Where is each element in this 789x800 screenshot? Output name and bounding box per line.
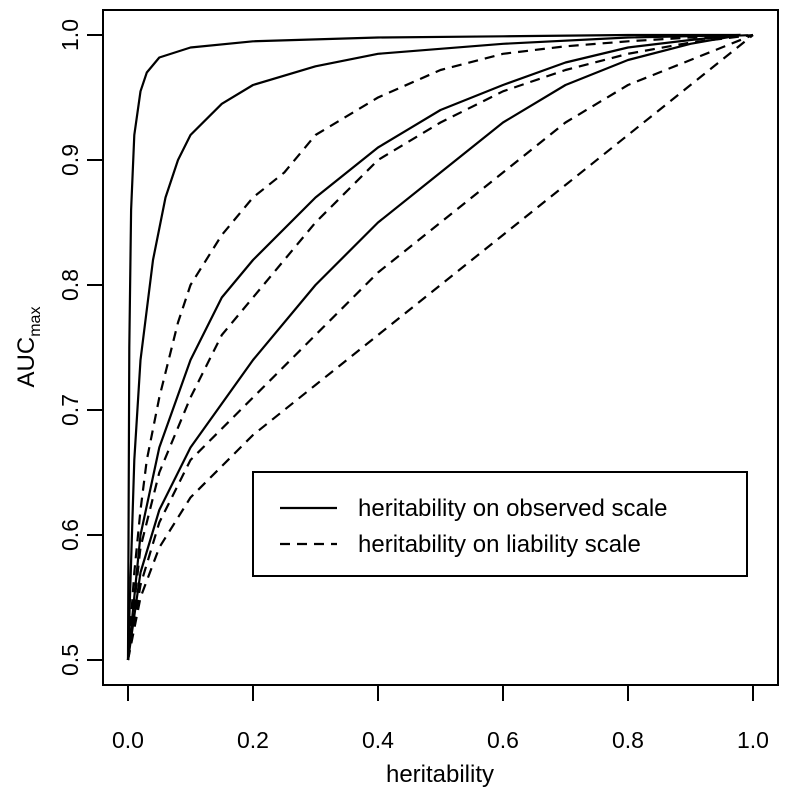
liability-curve-6 — [126, 33, 754, 661]
y-tick-label-2: 0.7 — [57, 394, 83, 426]
y-axis-title-main: AUC — [13, 337, 40, 388]
liability-curve-4 — [126, 33, 754, 661]
x-axis-title: heritability — [386, 761, 494, 788]
x-tick-label-0: 0.0 — [112, 727, 144, 753]
y-axis-title-subscript: max — [27, 307, 44, 337]
x-axis: 0.0 0.2 0.4 0.6 0.8 1.0 — [112, 684, 769, 753]
y-tick-label-4: 0.9 — [57, 144, 83, 176]
x-tick-label-1: 0.2 — [237, 727, 269, 753]
observed-curve-1 — [126, 33, 741, 661]
observed-curve-2 — [126, 33, 741, 661]
x-tick-label-5: 1.0 — [737, 727, 769, 753]
y-tick-label-3: 0.8 — [57, 269, 83, 301]
y-axis: 0.5 0.6 0.7 0.8 0.9 1.0 — [57, 19, 104, 676]
legend-label-liability: heritability on liability scale — [358, 531, 641, 558]
x-tick-label-3: 0.6 — [487, 727, 519, 753]
x-tick-label-4: 0.8 — [612, 727, 644, 753]
curves-group — [126, 33, 754, 661]
legend-label-observed: heritability on observed scale — [358, 495, 668, 522]
y-tick-label-0: 0.5 — [57, 644, 83, 676]
x-tick-label-2: 0.4 — [362, 727, 394, 753]
y-tick-label-1: 0.6 — [57, 519, 83, 551]
observed-curve-3 — [126, 33, 741, 661]
liability-curve-5 — [126, 33, 754, 661]
y-tick-label-5: 1.0 — [57, 19, 83, 51]
y-axis-title: AUCmax — [13, 307, 44, 388]
legend: heritability on observed scale heritabil… — [252, 471, 748, 577]
legend-box — [252, 471, 748, 577]
observed-curve-0 — [126, 33, 741, 661]
